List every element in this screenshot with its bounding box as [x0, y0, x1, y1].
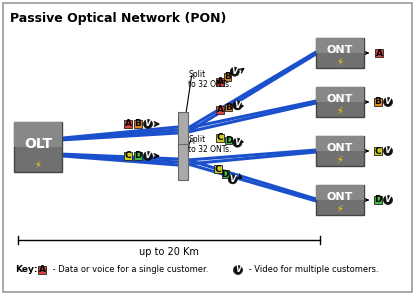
FancyBboxPatch shape: [316, 38, 364, 53]
FancyBboxPatch shape: [216, 134, 224, 142]
Text: D: D: [134, 152, 142, 160]
FancyBboxPatch shape: [178, 144, 188, 180]
Text: V: V: [229, 175, 236, 183]
Text: V: V: [145, 151, 151, 160]
Text: Key:: Key:: [15, 266, 37, 275]
Text: ⚡: ⚡: [34, 160, 42, 170]
FancyBboxPatch shape: [316, 38, 364, 68]
Circle shape: [383, 98, 393, 106]
FancyBboxPatch shape: [316, 87, 364, 117]
Text: V: V: [385, 146, 391, 155]
Text: V: V: [234, 138, 241, 147]
FancyBboxPatch shape: [316, 136, 364, 166]
Text: D: D: [222, 170, 229, 179]
FancyBboxPatch shape: [316, 136, 364, 151]
FancyBboxPatch shape: [216, 78, 224, 86]
Circle shape: [234, 266, 242, 275]
Text: V: V: [385, 97, 391, 106]
Text: V: V: [145, 119, 151, 128]
Text: - Data or voice for a single customer.: - Data or voice for a single customer.: [50, 266, 208, 275]
Circle shape: [144, 119, 152, 129]
Text: ⚡: ⚡: [337, 106, 344, 116]
FancyBboxPatch shape: [224, 73, 231, 81]
Text: ⚡: ⚡: [337, 155, 344, 165]
Text: OLT: OLT: [24, 137, 52, 151]
FancyBboxPatch shape: [216, 106, 224, 114]
FancyBboxPatch shape: [134, 120, 142, 128]
FancyBboxPatch shape: [374, 196, 382, 204]
Text: C: C: [217, 134, 223, 142]
Text: D: D: [225, 136, 232, 145]
FancyBboxPatch shape: [134, 152, 142, 160]
Text: V: V: [385, 195, 391, 204]
FancyBboxPatch shape: [14, 122, 62, 147]
Circle shape: [383, 147, 393, 155]
Text: B: B: [134, 119, 142, 129]
Text: V: V: [234, 101, 241, 109]
FancyBboxPatch shape: [316, 185, 364, 200]
FancyBboxPatch shape: [124, 120, 132, 128]
Circle shape: [144, 152, 152, 160]
Text: B: B: [225, 103, 232, 112]
FancyBboxPatch shape: [374, 147, 382, 155]
FancyBboxPatch shape: [222, 170, 229, 178]
Text: V: V: [232, 67, 238, 76]
Text: ⚡: ⚡: [337, 204, 344, 214]
Circle shape: [383, 196, 393, 204]
Circle shape: [233, 138, 242, 147]
Text: ONT: ONT: [327, 45, 353, 55]
FancyBboxPatch shape: [225, 137, 232, 144]
Text: up to 20 Km: up to 20 Km: [139, 247, 199, 257]
Text: Split
to 32 ONTs.: Split to 32 ONTs.: [188, 70, 232, 89]
FancyBboxPatch shape: [14, 122, 62, 172]
FancyBboxPatch shape: [316, 185, 364, 215]
Circle shape: [230, 67, 239, 76]
Text: ONT: ONT: [327, 94, 353, 104]
FancyBboxPatch shape: [316, 87, 364, 102]
FancyBboxPatch shape: [375, 49, 383, 57]
FancyBboxPatch shape: [374, 98, 382, 106]
Text: B: B: [375, 98, 381, 106]
Text: ONT: ONT: [327, 143, 353, 153]
FancyBboxPatch shape: [214, 165, 222, 173]
Circle shape: [233, 101, 242, 110]
Text: A: A: [217, 78, 224, 86]
Text: B: B: [224, 72, 231, 81]
Text: C: C: [124, 152, 131, 160]
Text: A: A: [217, 106, 224, 114]
Text: C: C: [375, 147, 381, 155]
FancyBboxPatch shape: [124, 152, 132, 160]
Text: V: V: [235, 265, 241, 274]
FancyBboxPatch shape: [38, 266, 46, 274]
FancyBboxPatch shape: [178, 112, 188, 148]
Text: A: A: [39, 266, 46, 275]
Text: ONT: ONT: [327, 192, 353, 202]
Text: A: A: [376, 48, 383, 58]
Text: Split
to 32 ONTs.: Split to 32 ONTs.: [188, 135, 232, 154]
Text: Passive Optical Network (PON): Passive Optical Network (PON): [10, 12, 226, 25]
Text: ⚡: ⚡: [337, 57, 344, 67]
Text: D: D: [374, 196, 382, 204]
Text: - Video for multiple customers.: - Video for multiple customers.: [246, 266, 378, 275]
Text: A: A: [124, 119, 132, 129]
Circle shape: [228, 175, 237, 184]
Text: C: C: [215, 165, 221, 173]
FancyBboxPatch shape: [225, 104, 232, 112]
